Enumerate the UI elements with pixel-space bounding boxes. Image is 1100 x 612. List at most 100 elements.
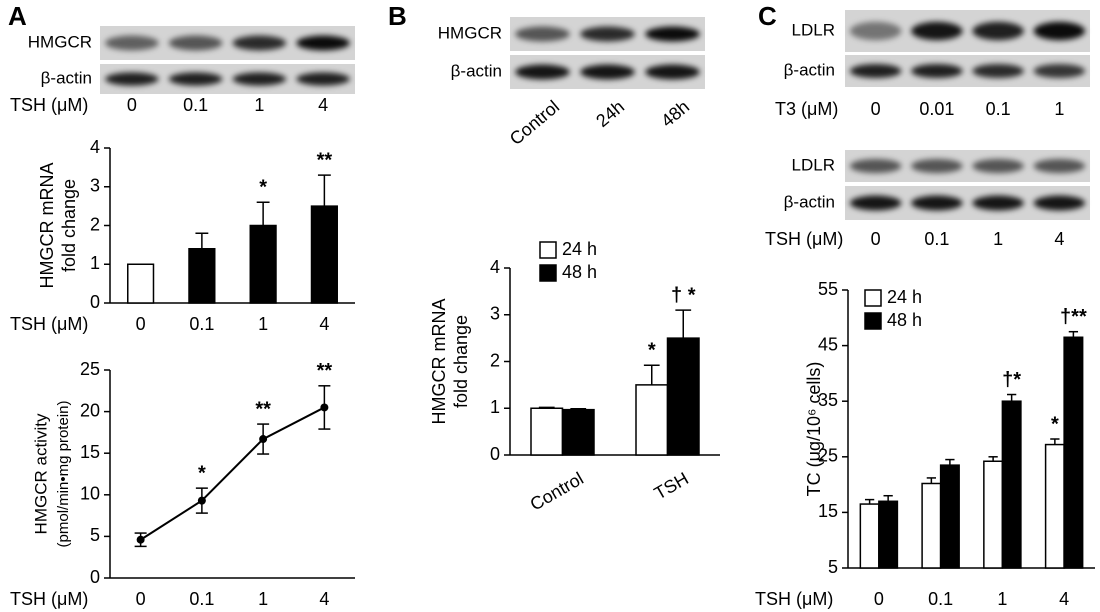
panel-letter: B — [388, 1, 407, 31]
bar — [310, 205, 338, 304]
point — [320, 403, 329, 412]
y-tick-label: 15 — [818, 501, 838, 521]
blot-lane-label: 0.01 — [919, 99, 954, 119]
legend-swatch — [539, 264, 557, 282]
y-tick-label: 3 — [490, 304, 500, 324]
y-tick-label: 1 — [490, 397, 500, 417]
blot-row-label: HMGCR — [438, 23, 502, 42]
blot-band — [296, 72, 350, 86]
blot-band — [580, 64, 635, 80]
blot-lane-label: 1 — [1054, 99, 1064, 119]
blot-row-label: β-actin — [41, 68, 92, 87]
significance-marker: †** — [1060, 306, 1087, 328]
x-tick-label: 0.1 — [189, 589, 214, 609]
blot-band — [1033, 158, 1086, 174]
blot-lane-label: 24h — [592, 96, 628, 131]
x-tick-label: 4 — [319, 589, 329, 609]
bar — [983, 460, 1004, 569]
blot-lane-label: 0.1 — [986, 99, 1011, 119]
significance-marker: ** — [255, 398, 271, 420]
blot-band — [1033, 63, 1086, 79]
bar — [530, 407, 564, 456]
blot-condition: TSH (μM) — [10, 95, 88, 115]
bar — [1001, 400, 1022, 569]
significance-marker: †* — [1002, 369, 1021, 391]
blot-band — [515, 64, 570, 80]
x-tick-label: 1 — [258, 314, 268, 334]
blot-band — [105, 35, 159, 51]
blot-band — [1033, 195, 1086, 211]
legend-swatch — [864, 312, 882, 330]
blot-lane-label: 0 — [127, 95, 137, 115]
y-tick-label: 15 — [80, 442, 100, 462]
blot-row-label: LDLR — [792, 155, 835, 174]
x-axis-label: TSH (μM) — [10, 589, 88, 609]
blot-lane-label: 1 — [993, 229, 1003, 249]
significance-marker: * — [648, 340, 656, 362]
blot-lane-label: 4 — [318, 95, 328, 115]
y-tick-label: 5 — [90, 525, 100, 545]
x-tick-label: 1 — [258, 589, 268, 609]
blot-band — [972, 21, 1024, 41]
blot-band — [849, 63, 902, 79]
y-axis-label: fold change — [451, 315, 471, 408]
y-axis-label: HMGCR mRNA — [37, 163, 57, 289]
blot-band — [105, 72, 159, 86]
y-axis-label: fold change — [59, 179, 79, 272]
blot-band — [1033, 21, 1086, 41]
blot-lane-label: 0.1 — [924, 229, 949, 249]
blot-row-label: β-actin — [784, 60, 835, 79]
x-axis-label: TSH (μM) — [755, 589, 833, 609]
blot-lane-label: 0.1 — [183, 95, 208, 115]
x-tick-label: 0 — [136, 314, 146, 334]
blot-band — [849, 158, 902, 174]
blot-lane-label: 0 — [871, 229, 881, 249]
bar — [561, 408, 595, 456]
y-tick-label: 35 — [818, 390, 838, 410]
y-tick-label: 2 — [490, 350, 500, 370]
blot-row-label: LDLR — [792, 20, 835, 39]
x-axis-label: TSH (μM) — [10, 314, 88, 334]
blot-row-label: β-actin — [784, 192, 835, 211]
x-tick-label: 0.1 — [189, 314, 214, 334]
blot-condition: TSH (μM) — [765, 229, 843, 249]
bar — [666, 337, 700, 456]
significance-marker: * — [198, 462, 206, 484]
y-tick-label: 2 — [90, 214, 100, 234]
significance-marker: * — [1051, 413, 1059, 435]
x-tick-label: 0 — [874, 589, 884, 609]
legend-swatch — [864, 289, 882, 307]
blot-lane-label: Control — [506, 96, 563, 149]
blot-band — [849, 195, 902, 211]
bar — [878, 500, 899, 569]
y-axis-label: TC (μg/10⁶ cells) — [804, 362, 824, 497]
blot-band — [849, 21, 902, 41]
blot-band — [972, 195, 1024, 211]
y-axis-label: (pmol/min•mg protein) — [55, 401, 72, 548]
y-tick-label: 5 — [828, 557, 838, 577]
blot-band — [168, 72, 223, 86]
y-axis-label: HMGCR activity — [31, 413, 50, 534]
legend-label: 48 h — [887, 310, 922, 330]
bar — [249, 224, 277, 304]
y-tick-label: 20 — [80, 400, 100, 420]
x-tick-label: 0 — [136, 589, 146, 609]
blot-condition: T3 (μM) — [775, 99, 838, 119]
legend-label: 24 h — [562, 239, 597, 259]
point — [136, 535, 145, 544]
legend-label: 48 h — [562, 262, 597, 282]
blot-band — [911, 195, 963, 211]
blot-band — [580, 26, 635, 42]
bar — [1044, 443, 1065, 569]
y-tick-label: 0 — [490, 444, 500, 464]
bar — [127, 263, 155, 304]
y-tick-label: 55 — [818, 279, 838, 299]
significance-marker: ** — [317, 149, 333, 171]
blot-band — [168, 35, 223, 51]
x-tick-label: 1 — [997, 589, 1007, 609]
y-axis-label: HMGCR mRNA — [429, 299, 449, 425]
blot-band — [972, 63, 1024, 79]
legend-label: 24 h — [887, 287, 922, 307]
x-tick-label: 4 — [1059, 589, 1069, 609]
